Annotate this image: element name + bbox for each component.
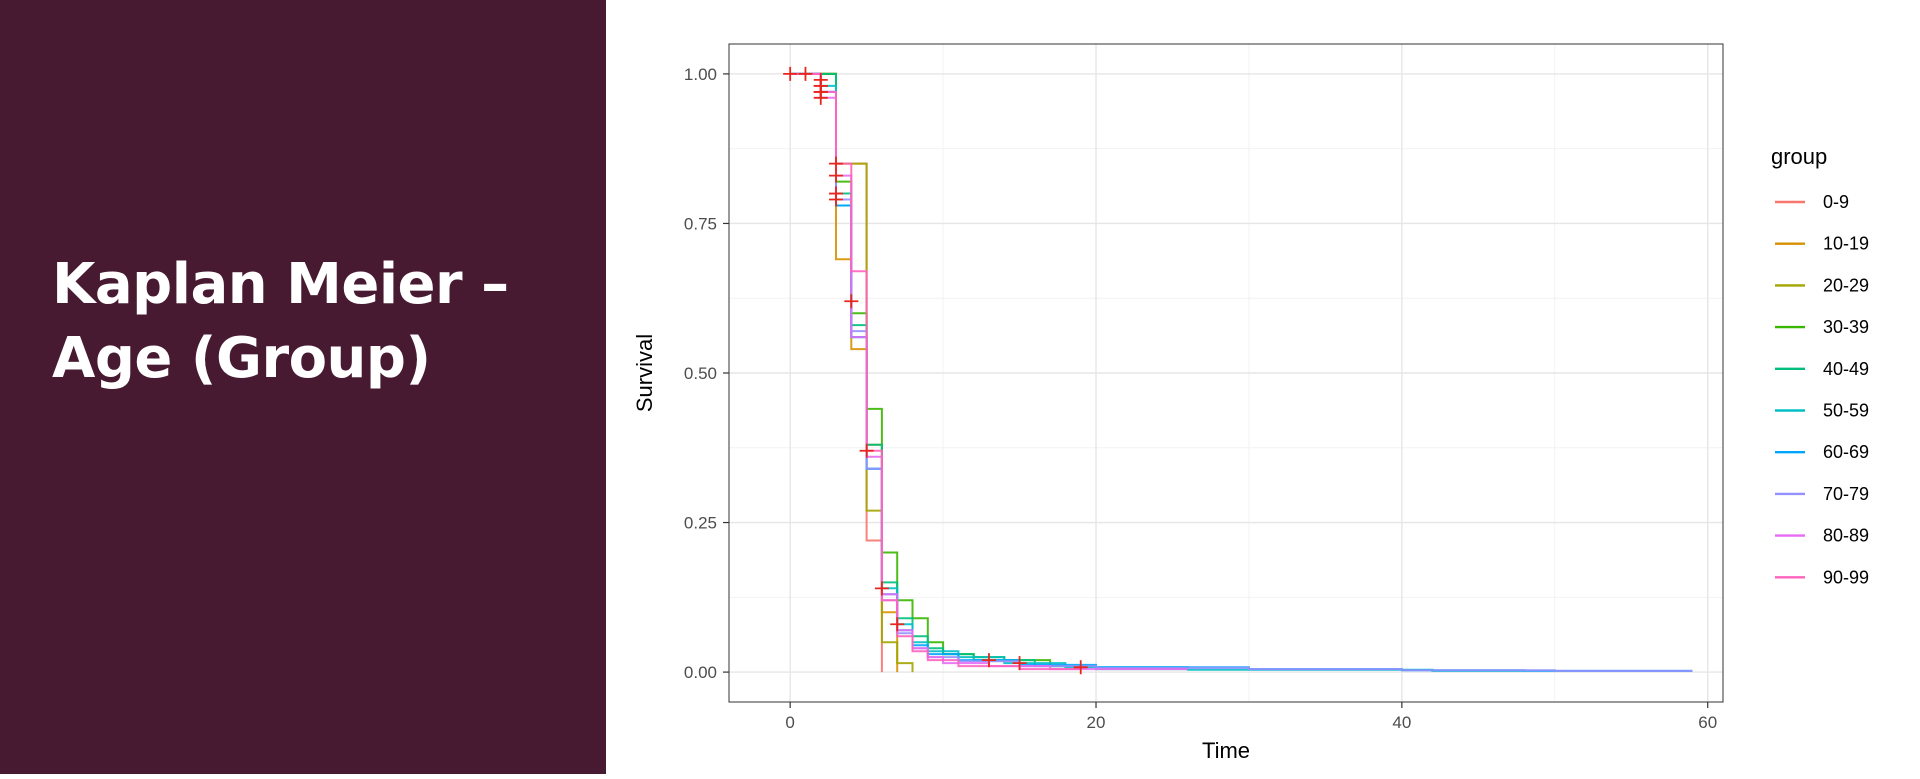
- km-line-30-39: [790, 72, 1081, 668]
- x-tick-label: 0: [785, 713, 794, 732]
- y-tick-label: 0.00: [684, 663, 717, 682]
- y-tick-label: 0.75: [684, 214, 717, 233]
- censor-mark-90-99: [1012, 656, 1027, 671]
- censor-mark-80-89: [813, 90, 828, 105]
- slide-title-line-2: Age (Group): [52, 326, 431, 391]
- legend-label-40-49: 40-49: [1823, 359, 1869, 379]
- censor-mark-90-99: [981, 653, 996, 668]
- legend-label-10-19: 10-19: [1823, 234, 1869, 254]
- censor-layer: [783, 66, 1088, 675]
- legend-label-80-89: 80-89: [1823, 526, 1869, 546]
- legend-label-50-59: 50-59: [1823, 401, 1869, 421]
- legend-label-0-9: 0-9: [1823, 192, 1849, 212]
- censor-mark-90-99: [890, 617, 905, 632]
- censor-mark-90-99: [813, 72, 828, 87]
- y-tick-label: 0.25: [684, 514, 717, 533]
- km-chart: 0 20 40 60 0.00 0.25 0.50 0.75 1.00 Time Surviva…: [632, 43, 1869, 763]
- slide-title-line-1: Kaplan Meier –: [52, 252, 509, 317]
- legend-label-30-39: 30-39: [1823, 317, 1869, 337]
- x-tick-label: 60: [1698, 713, 1717, 732]
- censor-mark-0-9: [783, 66, 798, 81]
- km-line-90-99: [790, 72, 1081, 671]
- censor-mark-90-99: [844, 294, 859, 309]
- x-tick-label: 40: [1392, 713, 1411, 732]
- censor-mark-40-49: [829, 192, 844, 207]
- censor-mark-90-99: [874, 581, 889, 596]
- legend-title: group: [1771, 144, 1827, 169]
- y-axis-label: Survival: [632, 334, 657, 412]
- title-panel: Kaplan Meier – Age (Group): [0, 0, 606, 774]
- legend-label-70-79: 70-79: [1823, 484, 1869, 504]
- legend-label-90-99: 90-99: [1823, 567, 1869, 587]
- km-chart-area: 0 20 40 60 0.00 0.25 0.50 0.75 1.00 Time Surviva…: [606, 0, 1920, 774]
- legend: group 0-9 10-19 20-29 30-39 40-49 50-59 60-69 7…: [1771, 144, 1869, 587]
- censor-mark-90-99: [1073, 660, 1088, 675]
- slide-title: Kaplan Meier – Age (Group): [52, 248, 592, 396]
- censor-mark-90-99: [829, 168, 844, 183]
- axis-layer: 0 20 40 60 0.00 0.25 0.50 0.75 1.00: [684, 65, 1717, 732]
- legend-label-60-69: 60-69: [1823, 442, 1869, 462]
- legend-label-20-29: 20-29: [1823, 275, 1869, 295]
- censor-mark-90-99: [829, 156, 844, 171]
- y-tick-label: 1.00: [684, 65, 717, 84]
- x-axis-label: Time: [1202, 738, 1250, 763]
- censor-mark-0-9: [798, 66, 813, 81]
- y-tick-label: 0.50: [684, 364, 717, 383]
- censor-mark-90-99: [859, 443, 874, 458]
- x-tick-label: 20: [1087, 713, 1106, 732]
- grid-layer: [729, 44, 1723, 702]
